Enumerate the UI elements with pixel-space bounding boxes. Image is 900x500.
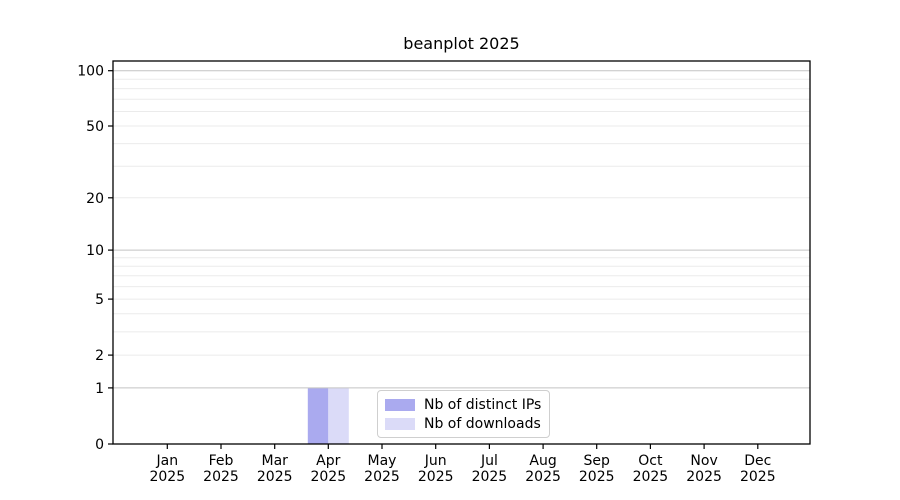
- legend-swatch-distinct-ips: [385, 398, 415, 411]
- x-tick-label-month: Nov: [690, 453, 717, 469]
- y-tick-label: 1: [95, 381, 104, 397]
- y-tick-label: 100: [77, 64, 104, 80]
- x-tick-label-year: 2025: [310, 469, 346, 485]
- y-tick-label: 2: [95, 348, 104, 364]
- y-tick-label: 20: [86, 191, 104, 207]
- legend: Nb of distinct IPs Nb of downloads: [377, 390, 551, 438]
- x-tick-label-month: May: [368, 453, 397, 469]
- x-tick-label-year: 2025: [364, 469, 400, 485]
- x-tick-label-year: 2025: [418, 469, 454, 485]
- y-tick-label: 5: [95, 292, 104, 308]
- x-tick-label-month: Jul: [480, 453, 498, 469]
- y-tick-label: 0: [95, 437, 104, 453]
- x-tick-label-year: 2025: [472, 469, 508, 485]
- x-tick-label-month: Aug: [529, 453, 556, 469]
- bar-downloads: [328, 387, 349, 444]
- x-tick-label-month: Dec: [744, 453, 771, 469]
- x-tick-label-year: 2025: [203, 469, 239, 485]
- y-tick-label: 10: [86, 243, 104, 259]
- x-tick-label-month: Feb: [209, 453, 234, 469]
- x-tick-label-year: 2025: [257, 469, 293, 485]
- legend-label-distinct-ips: Nb of distinct IPs: [424, 396, 542, 413]
- y-tick-label: 50: [86, 119, 104, 135]
- bar-distinct-ips: [307, 387, 329, 444]
- x-tick-label-month: Apr: [316, 453, 340, 469]
- x-tick-label-year: 2025: [525, 469, 561, 485]
- x-tick-label-year: 2025: [740, 469, 776, 485]
- chart-title: beanplot 2025: [403, 34, 520, 53]
- x-tick-label-year: 2025: [149, 469, 185, 485]
- x-tick-label-month: Jan: [156, 453, 179, 469]
- x-tick-label-year: 2025: [579, 469, 615, 485]
- x-tick-label-month: Oct: [638, 453, 663, 469]
- x-tick-label-year: 2025: [633, 469, 669, 485]
- legend-item-downloads: Nb of downloads: [385, 417, 541, 431]
- legend-item-distinct-ips: Nb of distinct IPs: [385, 398, 541, 412]
- x-tick-label-month: Jun: [424, 453, 447, 469]
- x-tick-label-month: Mar: [261, 453, 288, 469]
- legend-swatch-downloads: [385, 417, 415, 430]
- x-tick-label-month: Sep: [584, 453, 611, 469]
- x-tick-label-year: 2025: [686, 469, 722, 485]
- legend-label-downloads: Nb of downloads: [424, 415, 541, 432]
- plot-border: [112, 60, 811, 445]
